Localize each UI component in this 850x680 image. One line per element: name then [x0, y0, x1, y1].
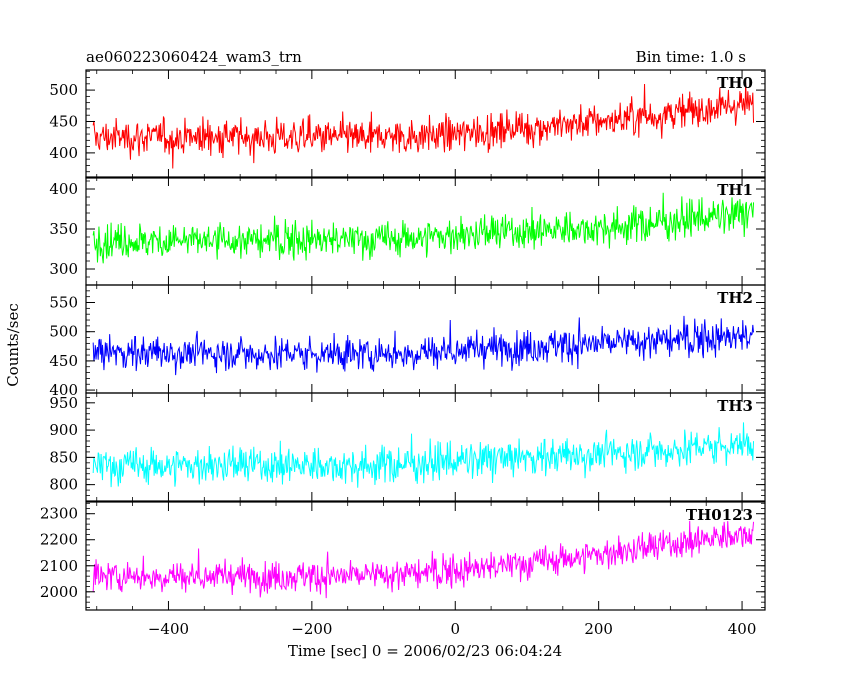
y-axis-label: Counts/sec [4, 303, 22, 387]
y-tick-label: 300 [49, 260, 78, 278]
panel-th2: 400 450 500 550 TH2 [49, 284, 766, 399]
x-tick-label: 400 [728, 620, 757, 638]
y-tick-label: 2200 [40, 531, 78, 549]
panel-th1: 300 350 400 TH1 [49, 176, 766, 286]
x-tick-label: 200 [584, 620, 613, 638]
panels-group: 400 450 500 TH0 300 350 400 TH1 400 450 500 550 TH2 8… [40, 69, 766, 638]
y-tick-label: 400 [49, 381, 78, 399]
panel-th0: 400 450 500 TH0 [49, 69, 766, 179]
panel-frame [85, 501, 766, 611]
y-tick-label: 400 [49, 144, 78, 162]
panel-frame [85, 392, 766, 502]
panel-label: TH1 [717, 181, 753, 199]
y-tick-label: 350 [49, 220, 78, 238]
x-axis-label: Time [sec] 0 = 2006/02/23 06:04:24 [288, 642, 562, 660]
y-tick-label: 2300 [40, 505, 78, 523]
series-line-th3 [92, 422, 755, 488]
bin-time-label: Bin time: 1.0 s [636, 48, 746, 66]
series-line-th0123 [92, 520, 755, 599]
y-tick-label: 950 [49, 394, 78, 412]
panel-label: TH0123 [686, 506, 753, 524]
panel-th0123: 2000 2100 2200 2300 TH0123 [40, 501, 766, 611]
panel-label: TH2 [717, 289, 753, 307]
y-tick-label: 2000 [40, 583, 78, 601]
series-line-th2 [92, 315, 755, 376]
y-tick-label: 500 [49, 323, 78, 341]
y-tick-label: 450 [49, 352, 78, 370]
panel-label: TH0 [717, 74, 753, 92]
x-tick-label: −200 [291, 620, 332, 638]
x-tick-label: 0 [450, 620, 460, 638]
panel-label: TH3 [717, 397, 753, 415]
y-tick-label: 900 [49, 421, 78, 439]
y-tick-label: 500 [49, 81, 78, 99]
y-tick-label: 800 [49, 476, 78, 494]
y-tick-label: 2100 [40, 557, 78, 575]
series-line-th1 [92, 192, 755, 264]
y-tick-label: 450 [49, 112, 78, 130]
y-tick-label: 550 [49, 294, 78, 312]
y-tick-label: 400 [49, 180, 78, 198]
x-tick-label: −400 [148, 620, 189, 638]
y-tick-label: 850 [49, 448, 78, 466]
series-line-th0 [92, 82, 755, 169]
panel-frame [85, 69, 766, 179]
chart-title: ae060223060424_wam3_trn [86, 48, 302, 66]
panel-th3: 800 850 900 950 TH3 [49, 392, 766, 502]
